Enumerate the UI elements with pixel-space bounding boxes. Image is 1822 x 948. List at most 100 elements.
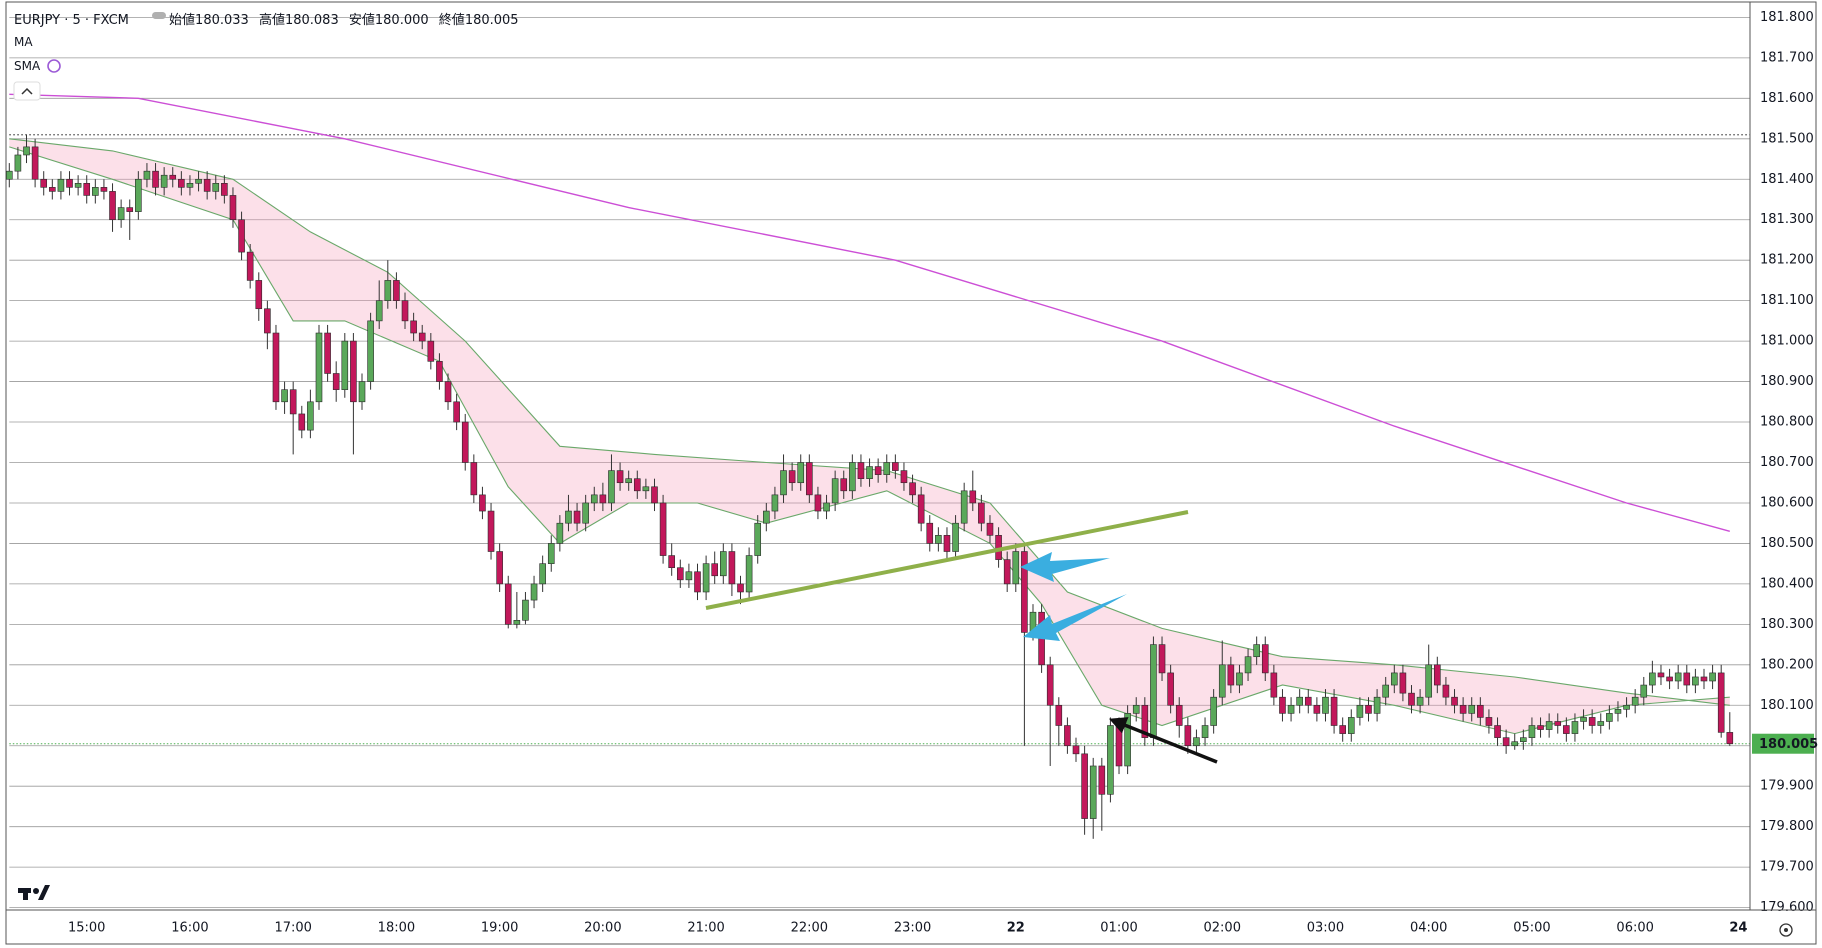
candle-body bbox=[926, 522, 934, 544]
ohlc-value: 180.000 bbox=[374, 13, 429, 28]
y-tick-label: 181.600 bbox=[1760, 91, 1814, 106]
candle-body bbox=[1261, 644, 1269, 674]
ohlc-value: 180.005 bbox=[464, 13, 519, 28]
candle-body bbox=[479, 494, 486, 512]
candle-body bbox=[599, 494, 607, 504]
candle-body bbox=[453, 401, 460, 423]
candle-body bbox=[539, 563, 546, 585]
candle-body bbox=[1175, 704, 1183, 726]
candle-body bbox=[57, 178, 65, 192]
candle-body bbox=[289, 389, 297, 415]
ohlc-label: 終値 bbox=[438, 13, 465, 28]
candle-body bbox=[565, 510, 572, 524]
candle-body bbox=[375, 300, 383, 322]
candle-body bbox=[702, 563, 710, 593]
x-tick-label: 06:00 bbox=[1616, 921, 1653, 936]
y-tick-label: 181.700 bbox=[1760, 50, 1814, 65]
indicator-label[interactable]: SMA bbox=[14, 59, 41, 73]
x-tick-label: 22:00 bbox=[791, 921, 828, 936]
candle-body bbox=[1451, 696, 1458, 706]
candle-body bbox=[1253, 644, 1260, 658]
candle-body bbox=[1227, 664, 1235, 686]
candle-body bbox=[1201, 725, 1209, 738]
candle-body bbox=[1597, 721, 1605, 726]
candle-body bbox=[737, 583, 744, 593]
candle-body bbox=[608, 470, 615, 504]
candle-body bbox=[1287, 704, 1295, 714]
sma-reload-icon[interactable] bbox=[47, 59, 61, 73]
y-tick-label: 180.700 bbox=[1760, 455, 1814, 470]
candle-body bbox=[745, 555, 753, 593]
candle-body bbox=[1657, 672, 1665, 678]
candle-body bbox=[1107, 725, 1114, 795]
x-tick-label: 02:00 bbox=[1204, 921, 1241, 936]
candle-body bbox=[754, 522, 762, 556]
candle-body bbox=[806, 462, 813, 496]
x-tick-label: 16:00 bbox=[171, 921, 208, 936]
candle-body bbox=[427, 340, 435, 362]
candle-body bbox=[788, 470, 796, 484]
candle-body bbox=[986, 522, 994, 536]
candle-body bbox=[616, 470, 624, 484]
candle-body bbox=[1356, 704, 1364, 718]
candle-body bbox=[1236, 672, 1243, 686]
y-tick-label: 180.900 bbox=[1760, 374, 1814, 389]
y-tick-label: 180.800 bbox=[1760, 415, 1814, 430]
candle-body bbox=[23, 146, 30, 156]
candle-body bbox=[892, 462, 899, 471]
candle-body bbox=[1700, 676, 1708, 682]
candle-body bbox=[668, 555, 675, 569]
candle-body bbox=[1408, 692, 1415, 706]
ohlc-label: 高値 bbox=[258, 13, 285, 28]
candle-body bbox=[1012, 551, 1020, 585]
candle-body bbox=[1150, 644, 1157, 738]
ohlc-value: 180.083 bbox=[284, 13, 339, 28]
candle-body bbox=[1339, 725, 1346, 734]
x-tick-label: 24 bbox=[1729, 921, 1747, 936]
candle-body bbox=[1545, 721, 1553, 730]
y-tick-label: 180.400 bbox=[1760, 576, 1814, 591]
candle-body bbox=[1330, 696, 1338, 726]
blue-arrow bbox=[1023, 594, 1127, 641]
x-tick-label: 23:00 bbox=[894, 921, 931, 936]
candle-body bbox=[49, 187, 56, 192]
x-tick-label: 19:00 bbox=[481, 921, 518, 936]
candle-body bbox=[547, 543, 555, 564]
toggle-icon[interactable] bbox=[152, 12, 166, 19]
candle-body bbox=[943, 535, 951, 552]
x-tick-label: 05:00 bbox=[1513, 921, 1550, 936]
candle-body bbox=[66, 178, 73, 188]
ohlc-label: 安値 bbox=[348, 13, 375, 28]
candle-body bbox=[203, 178, 211, 192]
candle-body bbox=[255, 280, 263, 310]
candle-body bbox=[1124, 713, 1131, 767]
candle-body bbox=[470, 462, 478, 496]
candle-body bbox=[307, 401, 314, 431]
candle-body bbox=[1571, 721, 1579, 734]
candle-body bbox=[1132, 704, 1140, 714]
candle-body bbox=[1373, 696, 1381, 714]
indicator-label[interactable]: MA bbox=[14, 35, 33, 49]
candle-body bbox=[1193, 737, 1200, 747]
candle-body bbox=[633, 478, 641, 492]
blue-arrow bbox=[1020, 552, 1110, 582]
candle-body bbox=[556, 522, 564, 544]
candle-body bbox=[92, 187, 99, 196]
candle-body bbox=[298, 413, 306, 431]
candle-body bbox=[874, 466, 882, 475]
tv-logo bbox=[18, 885, 50, 900]
collapse-button[interactable] bbox=[13, 81, 41, 101]
candle-body bbox=[978, 502, 985, 524]
candle-body bbox=[1692, 676, 1699, 686]
black-arrow bbox=[1109, 717, 1218, 764]
candle-body bbox=[40, 178, 48, 188]
candle-body bbox=[1296, 696, 1303, 706]
candle-body bbox=[522, 599, 529, 621]
settings-icon[interactable] bbox=[1779, 923, 1793, 937]
candle-body bbox=[74, 183, 82, 188]
settings-icon-dot bbox=[1784, 928, 1788, 932]
candle-body bbox=[246, 251, 254, 281]
candle-body bbox=[1425, 664, 1433, 698]
candle-body bbox=[1520, 737, 1527, 742]
candle-body bbox=[1158, 644, 1166, 674]
